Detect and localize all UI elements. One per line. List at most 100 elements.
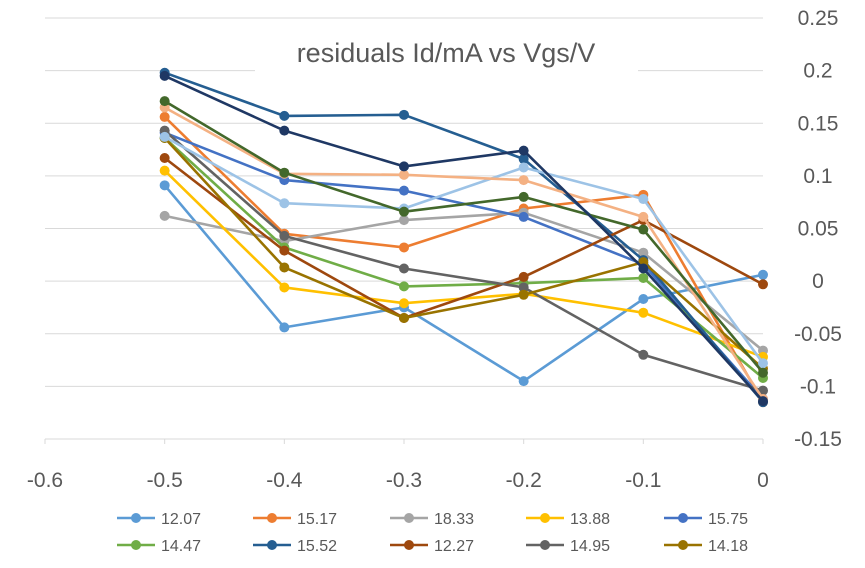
data-point [758, 279, 768, 290]
data-point [159, 131, 170, 142]
x-tick-labels: -0.6 -0.5 -0.4 -0.3 -0.2 -0.1 0 [27, 469, 769, 492]
y-tick-label: -0.05 [794, 323, 842, 346]
series-line [164, 135, 765, 364]
y-tick-label: 0.1 [803, 165, 832, 188]
data-point [758, 269, 768, 280]
data-point [518, 191, 529, 202]
data-point [638, 294, 649, 305]
legend-label: 14.47 [161, 538, 201, 555]
data-point [399, 161, 409, 172]
legend-swatch-marker [131, 513, 141, 523]
legend-swatch-marker [131, 540, 141, 550]
data-point [279, 110, 290, 121]
x-tick-label: -0.5 [147, 469, 183, 492]
legend-label: 13.88 [570, 511, 610, 528]
legend-item: 14.95 [526, 538, 610, 555]
y-tick-label: -0.15 [794, 428, 842, 451]
series-line [164, 71, 764, 404]
legend-item: 12.27 [390, 538, 474, 555]
data-point [638, 211, 649, 222]
series-unlabeled-10 [159, 131, 768, 369]
data-point [399, 281, 409, 292]
series-unlabeled-13 [159, 70, 768, 407]
legend-swatch-marker [404, 513, 414, 523]
data-point [518, 162, 529, 173]
data-point [279, 125, 290, 136]
series-group [159, 67, 768, 408]
y-tick-label: 0 [812, 270, 824, 293]
data-point [518, 154, 529, 165]
series-13.88 [159, 165, 768, 362]
data-point [638, 307, 649, 318]
legend-item: 14.18 [664, 538, 748, 555]
legend-item: 14.47 [117, 538, 201, 555]
series-line [163, 184, 764, 383]
data-point [518, 175, 529, 186]
x-tick-label: -0.3 [386, 469, 422, 492]
legend-item: 15.52 [253, 538, 337, 555]
legend-label: 18.33 [434, 511, 474, 528]
series-line [163, 156, 764, 320]
data-point [399, 169, 409, 180]
legend-label: 14.95 [570, 538, 610, 555]
y-tick-label: 0.05 [798, 218, 839, 241]
legend-swatch-marker [540, 540, 550, 550]
data-point [279, 262, 290, 273]
x-tick-label: -0.6 [27, 469, 63, 492]
legend-swatch-marker [678, 513, 688, 523]
x-tick-label: -0.2 [506, 469, 542, 492]
data-point [638, 263, 649, 274]
data-point [518, 211, 529, 222]
legend-label: 15.52 [297, 538, 337, 555]
data-point [159, 165, 170, 176]
data-point [638, 247, 649, 258]
data-point [399, 109, 409, 120]
data-point [518, 145, 529, 156]
data-point [638, 224, 649, 235]
x-tick-label: -0.4 [266, 469, 303, 492]
data-point [159, 70, 170, 81]
y-tick-label: 0.25 [798, 7, 839, 30]
data-point [758, 396, 768, 407]
data-point [399, 263, 409, 274]
data-point [159, 180, 170, 191]
data-point [638, 272, 649, 283]
data-point [159, 210, 170, 221]
x-axis [44, 438, 764, 444]
legend-swatch-marker [540, 513, 550, 523]
y-tick-label: -0.1 [800, 375, 836, 398]
x-tick-label: -0.1 [625, 469, 661, 492]
series-line [164, 74, 764, 402]
data-point [399, 298, 409, 309]
legend-label: 15.17 [297, 511, 337, 528]
data-point [758, 367, 768, 378]
y-tick-labels: 0.25 0.2 0.15 0.1 0.05 0 -0.05 -0.1 -0.15 [794, 7, 842, 451]
data-point [638, 349, 649, 360]
legend-label: 15.75 [708, 511, 748, 528]
series-12.07 [159, 180, 768, 387]
data-point [399, 242, 409, 253]
series-line [164, 106, 765, 400]
x-tick-label: 0 [757, 469, 769, 492]
data-point [399, 312, 409, 323]
legend-swatch-marker [267, 513, 277, 523]
legend-label: 12.07 [161, 511, 201, 528]
data-point [279, 167, 290, 178]
y-tick-label: 0.15 [798, 112, 839, 135]
series-unlabeled-12 [159, 96, 768, 378]
data-point [518, 282, 529, 293]
legend-swatch-marker [267, 540, 277, 550]
data-point [279, 282, 290, 293]
data-point [638, 194, 649, 205]
data-point [399, 185, 409, 196]
data-point [159, 152, 170, 163]
data-point [159, 111, 170, 122]
legend-swatch-marker [404, 540, 414, 550]
data-point [518, 376, 529, 387]
data-point [758, 358, 768, 369]
legend-item: 12.07 [117, 511, 201, 528]
y-tick-label: 0.2 [803, 60, 832, 83]
chart-title: residuals Id/mA vs Vgs/V [297, 38, 596, 68]
legend-item: 15.17 [253, 511, 337, 528]
